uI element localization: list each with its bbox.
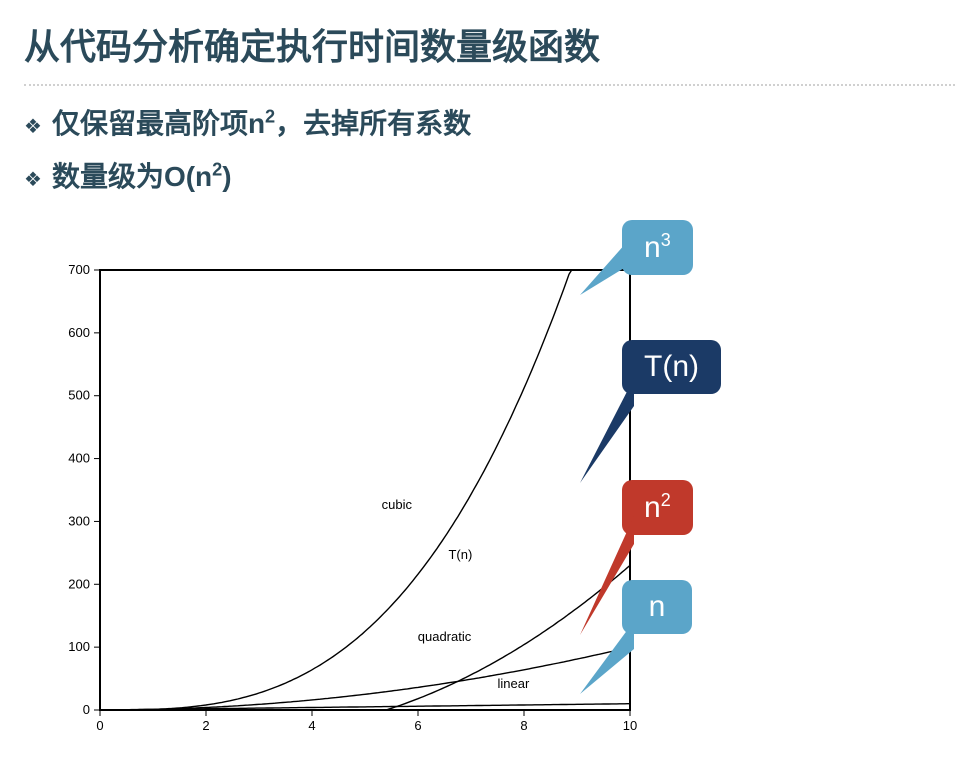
- svg-text:cubic: cubic: [382, 497, 413, 512]
- svg-text:500: 500: [68, 388, 90, 403]
- callout-bubble: n2: [622, 480, 693, 535]
- svg-text:4: 4: [308, 718, 315, 733]
- bullet-text: 仅保留最高阶项n2，去掉所有系数: [52, 104, 471, 143]
- svg-text:400: 400: [68, 451, 90, 466]
- growth-chart: 0 100 200 300 400 500 600 700 0 2 4 6 8 10 cubic T(n) qu…: [50, 250, 650, 750]
- svg-text:8: 8: [520, 718, 527, 733]
- svg-text:300: 300: [68, 513, 90, 528]
- svg-text:700: 700: [68, 262, 90, 277]
- svg-text:10: 10: [623, 718, 637, 733]
- svg-text:0: 0: [83, 702, 90, 717]
- svg-text:6: 6: [414, 718, 421, 733]
- svg-text:200: 200: [68, 576, 90, 591]
- chart-svg: 0 100 200 300 400 500 600 700 0 2 4 6 8 10 cubic T(n) qu…: [50, 250, 650, 750]
- bullet-text: 数量级为O(n2): [52, 157, 232, 196]
- svg-text:linear: linear: [498, 676, 530, 691]
- svg-text:0: 0: [96, 718, 103, 733]
- svg-text:600: 600: [68, 325, 90, 340]
- svg-text:100: 100: [68, 639, 90, 654]
- diamond-icon: ❖: [24, 113, 42, 141]
- callout-bubble: n3: [622, 220, 693, 275]
- svg-text:quadratic: quadratic: [418, 629, 472, 644]
- callout-bubble: n: [622, 580, 692, 634]
- bullet-item: ❖ 数量级为O(n2): [24, 157, 955, 196]
- bullet-list: ❖ 仅保留最高阶项n2，去掉所有系数 ❖ 数量级为O(n2): [0, 104, 979, 196]
- svg-text:T(n): T(n): [448, 547, 472, 562]
- bullet-item: ❖ 仅保留最高阶项n2，去掉所有系数: [24, 104, 955, 143]
- page-title: 从代码分析确定执行时间数量级函数: [0, 0, 979, 80]
- svg-text:2: 2: [202, 718, 209, 733]
- divider: [24, 84, 955, 86]
- callout-bubble: T(n): [622, 340, 721, 394]
- diamond-icon: ❖: [24, 166, 42, 194]
